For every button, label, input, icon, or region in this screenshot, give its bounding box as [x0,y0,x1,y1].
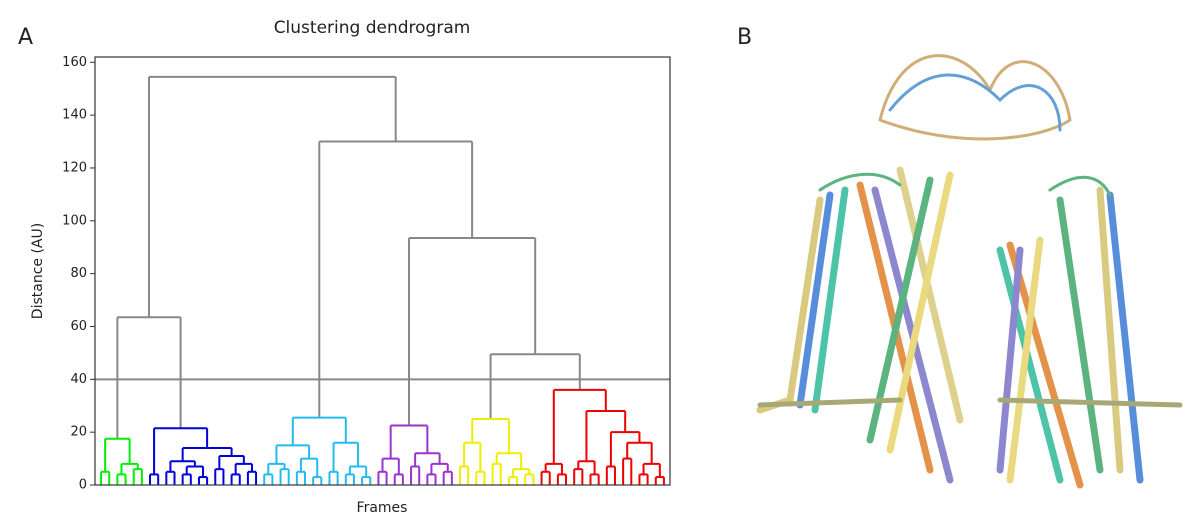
y-tick-label: 20 [70,425,87,440]
y-tick-label: 0 [79,478,87,493]
chart-title: Clustering dendrogram [274,18,471,38]
y-tick-label: 160 [62,55,87,70]
protein-structure [756,54,1183,489]
y-tick-label: 80 [70,266,87,281]
y-tick-label: 120 [62,160,87,175]
x-axis-label: Frames [357,500,408,516]
y-tick-label: 40 [70,372,87,387]
axes-frame [94,56,671,486]
panel-label: A [18,25,33,50]
y-tick-label: 140 [62,108,87,123]
plot-area: 0 20 40 60 80 100 120 140 160 [62,55,670,493]
y-tick-label: 100 [62,213,87,228]
y-axis-label: Distance (AU) [30,223,46,319]
y-tick-label: 60 [70,319,87,334]
panel-label: B [737,25,752,50]
